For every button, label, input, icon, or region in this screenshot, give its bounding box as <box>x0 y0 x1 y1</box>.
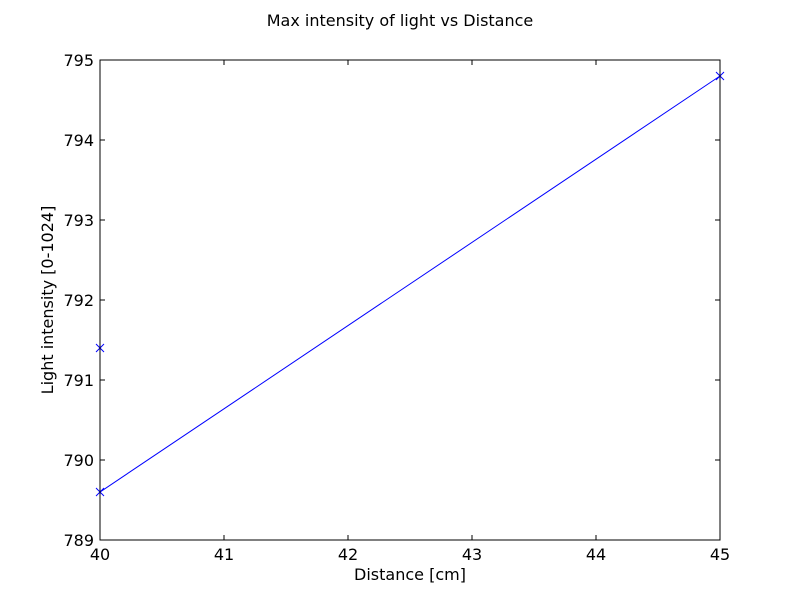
x-axis-label: Distance [cm] <box>354 565 466 584</box>
y-tick-label: 791 <box>63 371 94 390</box>
plot-frame <box>99 59 721 541</box>
y-tick-label: 790 <box>63 451 94 470</box>
plot-area <box>100 60 720 540</box>
y-tick-label: 792 <box>63 291 94 310</box>
y-tick-label: 795 <box>63 51 94 70</box>
y-axis-label: Light intensity [0-1024] <box>38 206 57 395</box>
chart-title: Max intensity of light vs Distance <box>267 11 534 30</box>
y-tick-label: 789 <box>63 531 94 550</box>
y-tick-label: 793 <box>63 211 94 230</box>
x-tick-label: 42 <box>338 545 358 564</box>
x-tick-label: 41 <box>214 545 234 564</box>
y-tick-label: 794 <box>63 131 94 150</box>
x-tick-label: 43 <box>462 545 482 564</box>
ticks-layer: 40 41 42 43 44 45 789 790 791 792 793 794 795 <box>63 51 730 564</box>
x-tick-label: 40 <box>90 545 110 564</box>
x-tick-label: 44 <box>586 545 606 564</box>
x-tick-label: 45 <box>710 545 730 564</box>
